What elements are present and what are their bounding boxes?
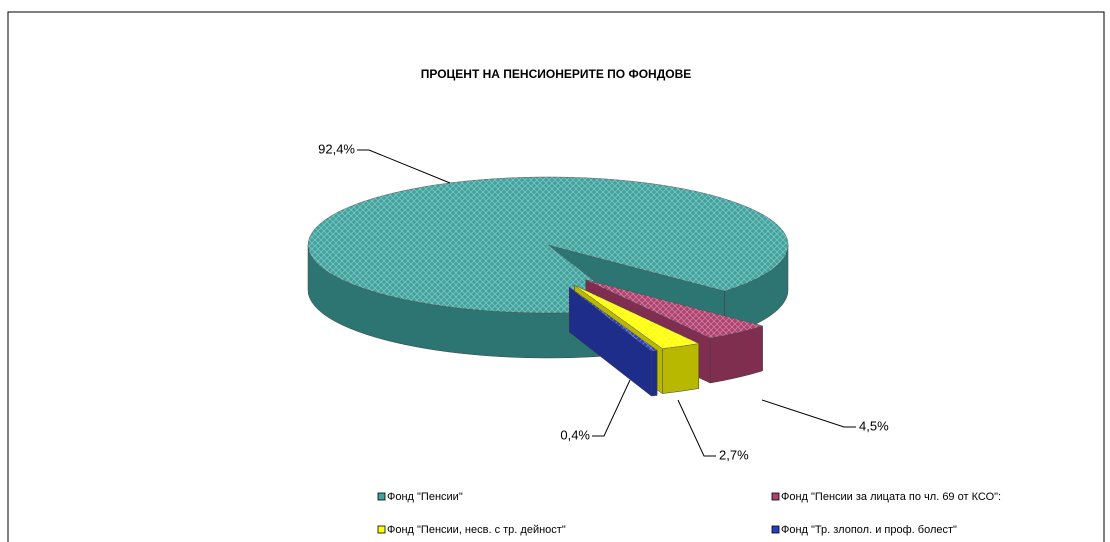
legend-label: Фонд "Пенсии, несв. с тр. дейност" xyxy=(387,524,566,536)
data-label: 92,4% xyxy=(318,141,355,156)
data-label: 4,5% xyxy=(859,418,889,433)
leader-line xyxy=(761,399,856,428)
slice-texture xyxy=(574,285,699,349)
slice-side xyxy=(662,343,700,394)
chart-frame xyxy=(7,11,1105,542)
slice-side xyxy=(651,350,658,397)
leader-line xyxy=(357,149,451,184)
legend-label: Фонд "Пенсии за лицата по чл. 69 от КСО"… xyxy=(781,491,1001,503)
legend-label: Фонд "Пенсии" xyxy=(387,491,463,503)
data-label: 0,4% xyxy=(560,427,590,442)
leader-line xyxy=(677,399,716,457)
legend-swatch xyxy=(377,492,386,501)
chart-title: ПРОЦЕНТ НА ПЕНСИОНЕРИТЕ ПО ФОНДОВЕ xyxy=(421,67,692,81)
legend-swatch xyxy=(771,492,780,501)
legend-label: Фонд "Тр. злопол. и проф. болест" xyxy=(781,524,957,536)
legend-swatch xyxy=(771,525,780,534)
leader-line xyxy=(592,379,631,437)
legend-swatch xyxy=(377,525,386,534)
data-label: 2,7% xyxy=(719,447,749,462)
slice-texture xyxy=(585,279,763,338)
slice-texture xyxy=(569,287,657,351)
slice-texture xyxy=(308,176,789,313)
